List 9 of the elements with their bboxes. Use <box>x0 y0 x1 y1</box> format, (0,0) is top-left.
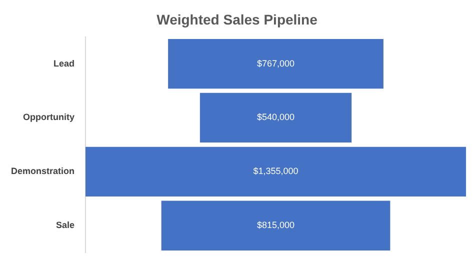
text: Weighted Sales Pipeline <box>156 11 318 28</box>
category-label: Demonstration <box>10 166 75 176</box>
category-label: Sale <box>56 220 75 230</box>
data-label: $1,355,000 <box>253 166 298 176</box>
data-label: $767,000 <box>256 58 295 68</box>
category-label: Lead <box>53 58 75 68</box>
data-label: $815,000 <box>256 220 295 230</box>
category-label: Opportunity <box>23 112 75 122</box>
data-label: $540,000 <box>256 112 295 122</box>
